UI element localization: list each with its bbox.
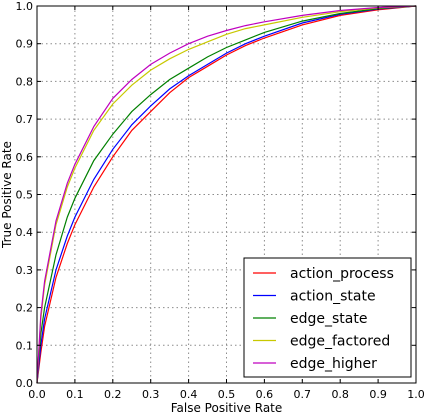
series-lines — [36, 5, 417, 384]
legend-label-edge-factored: edge_factored — [290, 334, 390, 350]
x-tick-label: 0.7 — [294, 388, 312, 401]
x-tick-label: 0.0 — [28, 388, 46, 401]
x-tick-label: 0.9 — [369, 388, 387, 401]
x-tick-label: 0.3 — [142, 388, 160, 401]
x-tick-label: 0.4 — [180, 388, 198, 401]
series-line-action-process — [36, 5, 417, 384]
y-axis-label: True Positive Rate — [0, 141, 14, 249]
legend-label-edge-higher: edge_higher — [290, 356, 377, 372]
x-tick-label: 0.2 — [104, 388, 122, 401]
y-tick-label: 0.4 — [16, 226, 34, 239]
axis-ticks: 0.0 0.1 0.2 0.3 0.4 0.5 0.6 0.7 0.8 0.9 1.0 0.0 0.1 0… — [16, 0, 425, 401]
y-tick-label: 0.9 — [16, 38, 34, 51]
legend-label-edge-state: edge_state — [290, 311, 367, 327]
y-tick-label: 0.3 — [16, 264, 34, 277]
x-axis-label: False Positive Rate — [171, 401, 283, 414]
y-tick-label: 0.0 — [16, 377, 34, 390]
legend-label-action-state: action_state — [290, 289, 376, 305]
series-line-edge-higher — [36, 5, 417, 384]
y-tick-label: 0.7 — [16, 113, 34, 126]
y-tick-label: 0.1 — [16, 339, 34, 352]
legend: action_process action_state edge_stateedge… — [243, 257, 412, 378]
x-tick-label: 1.0 — [407, 388, 425, 401]
y-tick-label: 0.5 — [16, 189, 34, 202]
y-tick-label: 1.0 — [16, 0, 34, 13]
x-tick-label: 0.8 — [331, 388, 349, 401]
y-tick-label: 0.8 — [16, 75, 34, 88]
series-line-action-state — [36, 5, 417, 384]
y-tick-label: 0.6 — [16, 151, 34, 164]
x-tick-label: 0.1 — [66, 388, 84, 401]
grid — [37, 6, 416, 383]
series-line-edge-state — [36, 5, 417, 384]
legend-label-action-process: action_process — [290, 266, 394, 282]
series-line-edge-factored — [36, 5, 417, 384]
x-tick-label: 0.6 — [256, 388, 274, 401]
y-tick-label: 0.2 — [16, 302, 34, 315]
x-tick-label: 0.5 — [218, 388, 236, 401]
